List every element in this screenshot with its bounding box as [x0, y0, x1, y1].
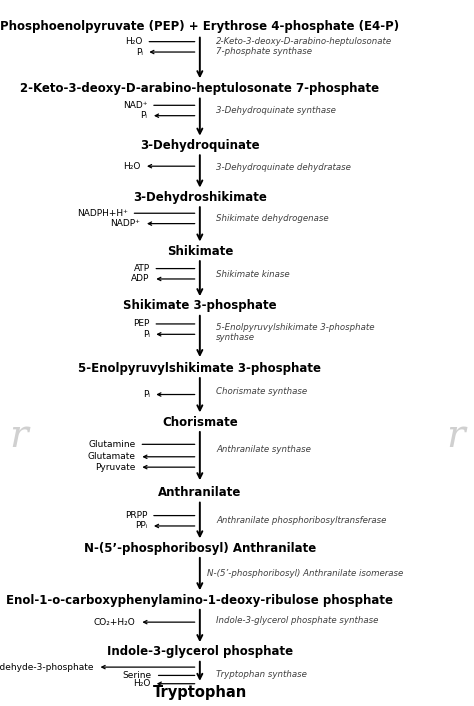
Text: Tryptophan: Tryptophan: [153, 685, 247, 700]
Text: Anthranilate phosphoribosyltransferase: Anthranilate phosphoribosyltransferase: [216, 516, 386, 525]
Text: PPᵢ: PPᵢ: [135, 522, 147, 530]
Text: H₂O: H₂O: [123, 162, 140, 171]
Text: 3-Dehydroquinate synthase: 3-Dehydroquinate synthase: [216, 107, 336, 115]
Text: PEP: PEP: [133, 319, 150, 328]
Text: 5-Enolpyruvylshikimate 3-phosphate
synthase: 5-Enolpyruvylshikimate 3-phosphate synth…: [216, 323, 374, 342]
Text: 2-Keto-3-deoxy-D-arabino-heptulosonate 7-phosphate: 2-Keto-3-deoxy-D-arabino-heptulosonate 7…: [20, 82, 379, 95]
Text: r: r: [9, 417, 28, 455]
Text: NAD⁺: NAD⁺: [123, 101, 147, 110]
Text: Shikimate kinase: Shikimate kinase: [216, 270, 290, 280]
Text: Anthranilate: Anthranilate: [158, 486, 242, 499]
Text: Pᵢ: Pᵢ: [136, 47, 143, 56]
Text: 3-Dehydroquinate dehydratase: 3-Dehydroquinate dehydratase: [216, 163, 351, 172]
Text: 5-Enolpyruvylshikimate 3-phosphate: 5-Enolpyruvylshikimate 3-phosphate: [78, 361, 321, 375]
Text: Indole-3-glycerol phosphate synthase: Indole-3-glycerol phosphate synthase: [216, 616, 378, 626]
Text: Serine: Serine: [123, 671, 152, 680]
Text: CO₂+H₂O: CO₂+H₂O: [94, 618, 136, 627]
Text: Chorismate: Chorismate: [162, 416, 238, 429]
Text: Pᵢ: Pᵢ: [143, 390, 150, 399]
Text: 3-Dehydroshikimate: 3-Dehydroshikimate: [133, 191, 267, 204]
Text: N-(5’-phosphoribosyl) Anthranilate isomerase: N-(5’-phosphoribosyl) Anthranilate isome…: [207, 568, 403, 578]
Text: Pᵢ: Pᵢ: [140, 111, 147, 120]
Text: 3-Dehydroquinate: 3-Dehydroquinate: [140, 139, 260, 152]
Text: NADPH+H⁺: NADPH+H⁺: [77, 209, 128, 217]
Text: Enol-1-o-carboxyphenylamino-1-deoxy-ribulose phosphate: Enol-1-o-carboxyphenylamino-1-deoxy-ribu…: [6, 594, 393, 606]
Text: Chorismate synthase: Chorismate synthase: [216, 387, 307, 395]
Text: Tryptophan synthase: Tryptophan synthase: [216, 670, 307, 679]
Text: Pᵢ: Pᵢ: [143, 330, 150, 339]
Text: 2-Keto-3-deoxy-D-arabino-heptulosonate
7-phosphate synthase: 2-Keto-3-deoxy-D-arabino-heptulosonate 7…: [216, 37, 392, 56]
Text: ATP: ATP: [134, 264, 150, 273]
Text: Phosphoenolpyruvate (PEP) + Erythrose 4-phosphate (E4-P): Phosphoenolpyruvate (PEP) + Erythrose 4-…: [0, 20, 400, 33]
Text: Indole-3-glycerol phosphate: Indole-3-glycerol phosphate: [107, 645, 293, 659]
Text: Anthranilate synthase: Anthranilate synthase: [216, 445, 311, 455]
Text: ADP: ADP: [131, 275, 150, 284]
Text: r: r: [446, 417, 465, 455]
Text: H₂O: H₂O: [125, 37, 143, 46]
Text: Glyceraldehyde-3-phosphate: Glyceraldehyde-3-phosphate: [0, 663, 94, 671]
Text: Pyruvate: Pyruvate: [95, 462, 136, 472]
Text: H₂O: H₂O: [133, 679, 150, 688]
Text: Shikimate dehydrogenase: Shikimate dehydrogenase: [216, 214, 329, 222]
Text: Shikimate: Shikimate: [167, 245, 233, 258]
Text: Glutamine: Glutamine: [89, 440, 136, 449]
Text: Shikimate 3-phosphate: Shikimate 3-phosphate: [123, 299, 277, 313]
Text: NADP⁺: NADP⁺: [110, 219, 140, 228]
Text: PRPP: PRPP: [125, 511, 147, 520]
Text: N-(5’-phosphoribosyl) Anthranilate: N-(5’-phosphoribosyl) Anthranilate: [84, 542, 316, 555]
Text: Glutamate: Glutamate: [88, 453, 136, 461]
